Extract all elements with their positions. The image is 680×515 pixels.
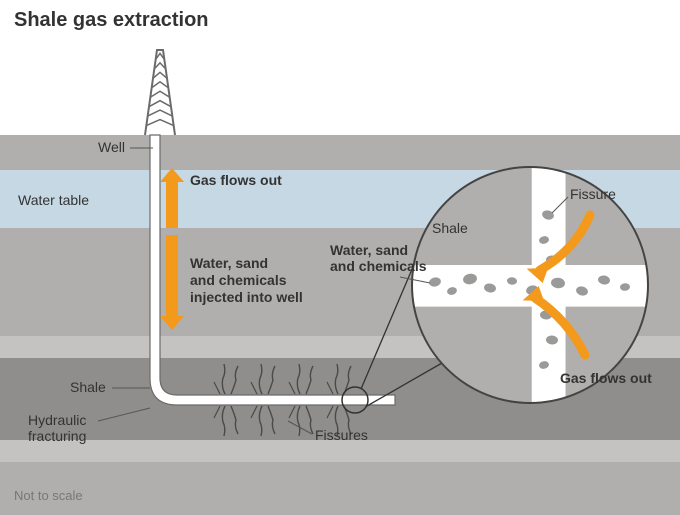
label-inset-gas: Gas flows out	[560, 370, 652, 386]
label-water-table: Water table	[18, 192, 89, 208]
label-inset-wsc-1: Water, sand	[330, 242, 408, 258]
stratum-5	[0, 440, 680, 462]
label-fissures: Fissures	[315, 427, 368, 443]
label-well: Well	[98, 139, 125, 155]
label-inset-wsc-2: and chemicals	[330, 258, 427, 274]
label-shale: Shale	[70, 379, 106, 395]
label-inject-2: and chemicals	[190, 272, 287, 288]
label-inject-3: injected into well	[190, 289, 303, 305]
label-inset-fissure: Fissure	[570, 186, 616, 202]
label-inset-shale: Shale	[432, 220, 468, 236]
label-hydraulic-1: Hydraulic	[28, 412, 86, 428]
label-gas-flows-out: Gas flows out	[190, 172, 282, 188]
title: Shale gas extraction	[14, 9, 209, 31]
stratum-6	[0, 462, 680, 515]
label-inject-1: Water, sand	[190, 255, 268, 271]
footnote: Not to scale	[14, 488, 83, 503]
label-hydraulic-2: fracturing	[28, 428, 86, 444]
